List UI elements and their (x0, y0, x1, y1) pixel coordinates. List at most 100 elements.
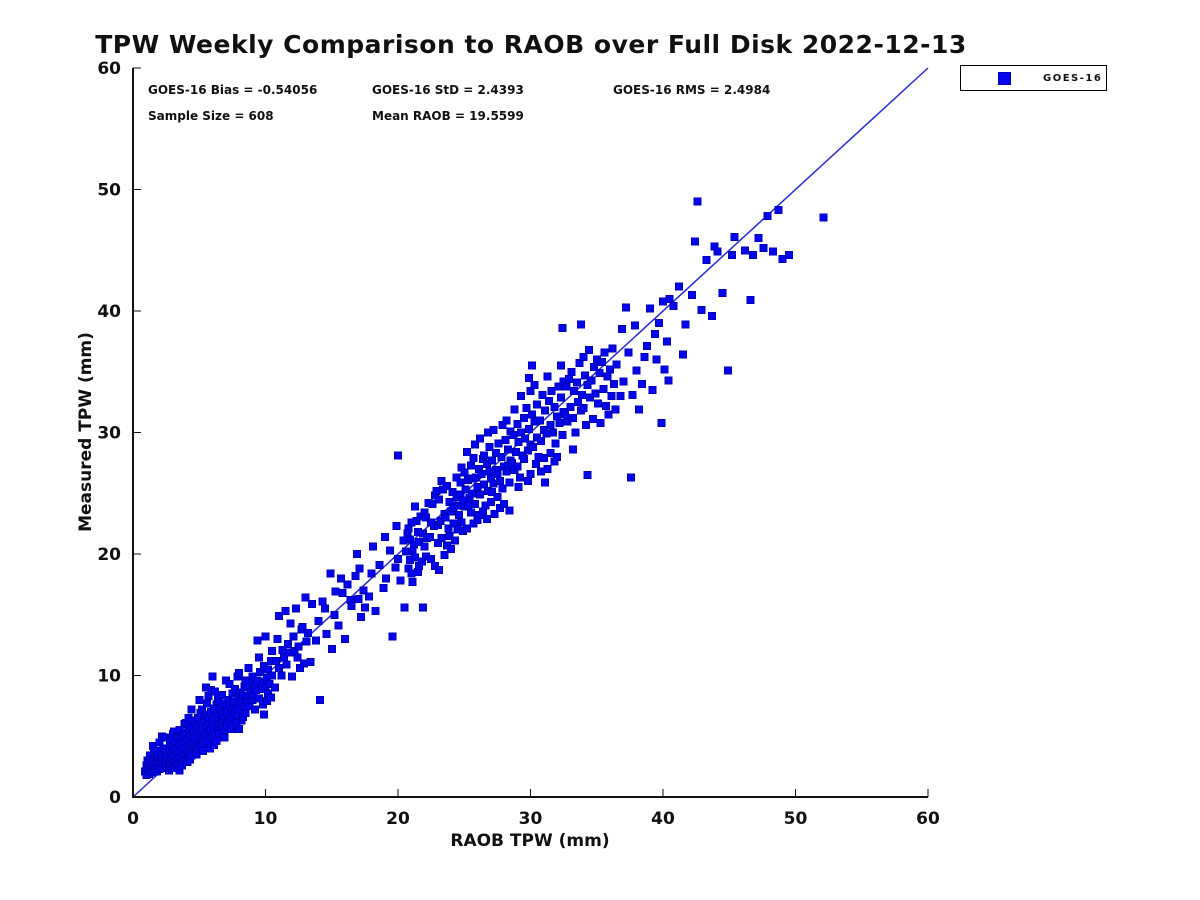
scatter-point (554, 382, 563, 391)
scatter-point (411, 553, 420, 562)
scatter-point (391, 563, 400, 572)
scatter-point (281, 607, 290, 616)
scatter-point (270, 683, 279, 692)
scatter-point (596, 418, 605, 427)
y-tick-label: 40 (97, 302, 121, 322)
legend: GOES-16 (960, 65, 1107, 91)
scatter-point (470, 440, 479, 449)
scatter-point (303, 629, 312, 637)
scatter-point (659, 297, 667, 306)
scatter-point (496, 477, 504, 486)
scatter-point (621, 303, 630, 312)
scatter-point (301, 593, 310, 602)
scatter-point (607, 392, 616, 401)
scatter-point (637, 379, 646, 388)
scatter-point (460, 468, 469, 477)
scatter-point (651, 330, 659, 339)
scatter-point (582, 421, 591, 430)
scatter-point (587, 376, 596, 385)
scatter-point (360, 603, 369, 612)
scatter-point (640, 353, 649, 362)
scatter-point (690, 237, 699, 246)
scatter-point (504, 445, 512, 454)
scatter-point (514, 483, 523, 492)
scatter-point (382, 574, 391, 583)
scatter-point (535, 416, 544, 425)
x-axis-label: RAOB TPW (mm) (450, 831, 610, 851)
scatter-point (225, 680, 234, 688)
scatter-point (541, 406, 550, 415)
scatter-point (531, 460, 540, 469)
scatter-point (314, 616, 323, 625)
scatter-point (606, 365, 614, 374)
scatter-point (546, 449, 555, 458)
scatter-point (375, 560, 384, 569)
scatter-point (693, 197, 702, 206)
scatter-point (594, 399, 603, 408)
scatter-point (427, 554, 436, 563)
scatter-point (425, 533, 434, 541)
scatter-point (493, 492, 502, 501)
scatter-point (443, 482, 451, 490)
y-tick-label: 50 (97, 181, 121, 201)
scatter-point (550, 403, 559, 411)
scatter-point (456, 478, 465, 487)
scatter-point (289, 632, 298, 641)
stat-bias: GOES-16 Bias = -0.54056 (148, 83, 318, 97)
scatter-point (284, 639, 292, 648)
y-axis-label: Measured TPW (mm) (76, 332, 96, 532)
scatter-point (749, 251, 758, 260)
scatter-point (408, 577, 417, 586)
scatter-point (604, 410, 613, 419)
scatter-point (331, 587, 340, 596)
scatter-point (445, 531, 454, 540)
scatter-point (298, 622, 307, 631)
scatter-point (254, 653, 263, 662)
scatter-point (500, 500, 508, 509)
scatter-point (610, 379, 618, 388)
scatter-point (440, 551, 449, 560)
stat-sample-size: Sample Size = 608 (148, 109, 274, 123)
scatter-point (519, 455, 528, 464)
scatter-point (660, 365, 669, 374)
scatter-point (763, 212, 772, 221)
scatter-point (293, 653, 302, 662)
scatter-point (400, 603, 409, 612)
scatter-point (476, 434, 485, 443)
scatter-point (497, 452, 506, 461)
scatter-point (337, 574, 345, 583)
scatter-point (730, 232, 739, 241)
scatter-point (468, 489, 477, 498)
scatter-point (399, 536, 408, 545)
scatter-point (522, 404, 531, 413)
scatter-point (482, 514, 491, 523)
scatter-point (665, 294, 674, 303)
scatter-point (542, 429, 551, 438)
scatter-point (718, 288, 727, 297)
scatter-point (334, 621, 343, 630)
scatter-point (655, 319, 663, 328)
scatter-point (485, 443, 494, 452)
scatter-point (330, 610, 339, 619)
scatter-point (557, 361, 565, 370)
scatter-point (564, 375, 573, 383)
scatter-point (624, 348, 633, 357)
scatter-point (657, 418, 666, 427)
stat-std: GOES-16 StD = 2.4393 (372, 83, 524, 97)
scatter-point (652, 355, 661, 364)
scatter-point (441, 513, 450, 522)
scatter-point (386, 546, 394, 555)
scatter-point (371, 607, 380, 616)
scatter-point (746, 296, 755, 305)
scatter-point (455, 511, 463, 520)
scatter-point (420, 542, 429, 551)
scatter-point (555, 418, 564, 427)
scatter-point (663, 337, 671, 346)
scatter-point (379, 584, 388, 592)
scatter-point (697, 305, 706, 314)
scatter-point (595, 369, 604, 377)
scatter-point (713, 247, 722, 256)
scatter-point (527, 410, 536, 419)
scatter-point (203, 699, 212, 708)
